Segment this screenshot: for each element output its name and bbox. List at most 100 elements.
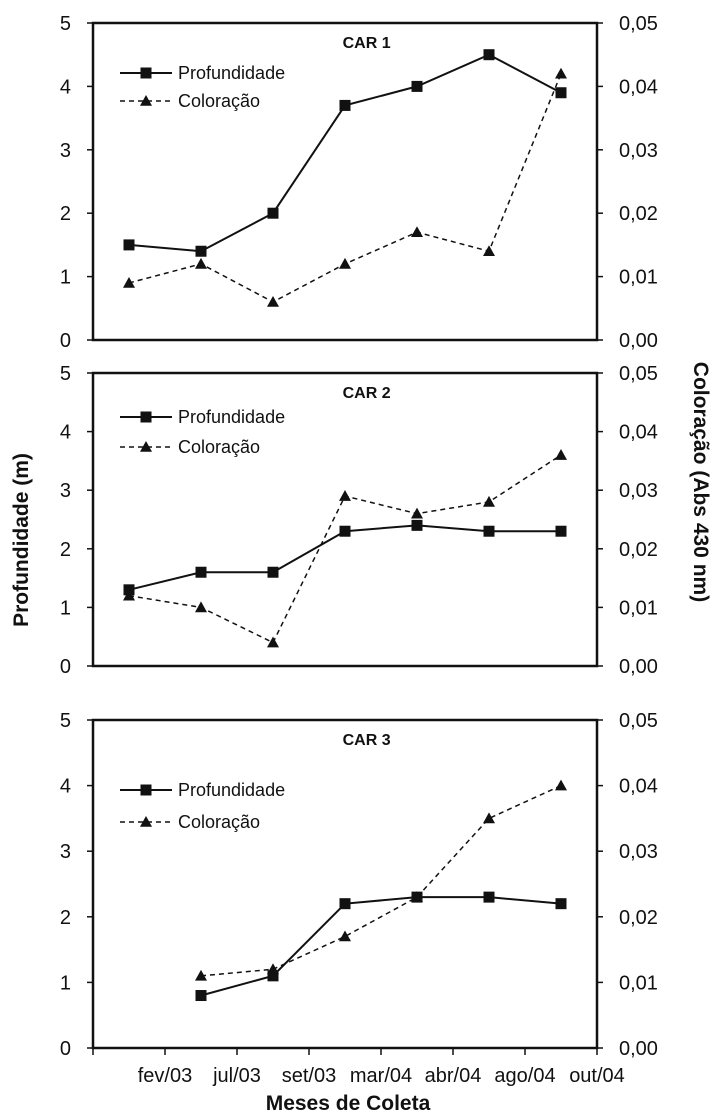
y-left-tick-label: 5 (60, 710, 71, 732)
y-left-tick-label: 1 (60, 972, 71, 994)
x-tick-label: jul/03 (212, 1065, 261, 1087)
x-tick-label: out/04 (569, 1065, 625, 1087)
data-point-coloração (411, 226, 423, 238)
legend-label: Profundidade (178, 780, 285, 800)
x-tick-label: abr/04 (425, 1065, 482, 1087)
y-right-tick-label: 0,00 (619, 1038, 658, 1060)
series-line-profundidade (200, 896, 562, 997)
legend-label: Coloração (178, 437, 260, 457)
y-left-tick-label: 1 (60, 267, 71, 289)
legend-marker (140, 411, 152, 423)
y-left-tick-label: 4 (60, 776, 71, 798)
data-point-coloração (483, 495, 495, 507)
x-tick-label: mar/04 (350, 1065, 412, 1087)
data-point-coloração (195, 257, 207, 269)
data-point-profundidade (123, 239, 135, 251)
y-left-tick-label: 0 (60, 656, 71, 678)
y-right-tick-label: 0,05 (619, 710, 658, 732)
legend-item: Profundidade (120, 407, 285, 427)
series-line-coloração (200, 784, 562, 977)
plot-frame (91, 21, 599, 342)
data-point-profundidade (555, 898, 567, 910)
y-right-tick-label: 0,03 (619, 140, 658, 162)
data-point-coloração (267, 295, 279, 307)
x-tick-label: fev/03 (138, 1065, 192, 1087)
y-right-tick-label: 0,04 (619, 76, 658, 98)
chart-panels: 0 1 2 3 4 5 0,00 0,01 0,02 0,03 0,04 0,05 CAR 1 Profu… (60, 13, 658, 1087)
data-point-coloração (195, 601, 207, 613)
y-right-tick-label: 0,02 (619, 539, 658, 561)
data-point-profundidade (339, 525, 351, 537)
data-point-profundidade (195, 990, 207, 1002)
data-point-coloração (195, 969, 207, 981)
y-right-tick-label: 0,00 (619, 330, 658, 352)
legend-item: Profundidade (120, 63, 285, 83)
chart-title: CAR 2 (343, 385, 391, 402)
y-left-tick-label: 1 (60, 597, 71, 619)
data-point-coloração (555, 67, 567, 79)
data-point-profundidade (267, 207, 279, 219)
y-axis-right-label: Coloração (Abs 430 nm) (689, 362, 712, 602)
data-point-coloração (555, 779, 567, 791)
data-point-profundidade (195, 566, 207, 578)
y-right-tick-label: 0,01 (619, 972, 658, 994)
data-point-coloração (339, 930, 351, 942)
data-point-profundidade (483, 49, 495, 61)
y-left-tick-label: 2 (60, 203, 71, 225)
data-point-profundidade (411, 80, 423, 92)
series-line-coloração (128, 454, 562, 644)
y-right-tick-label: 0,02 (619, 203, 658, 225)
y-right-tick-label: 0,04 (619, 422, 658, 444)
plot-frame (91, 718, 599, 1050)
data-point-coloração (123, 276, 135, 288)
data-point-profundidade (195, 245, 207, 257)
y-right-tick-label: 0,03 (619, 480, 658, 502)
y-left-tick-label: 2 (60, 539, 71, 561)
legend-item: Profundidade (120, 780, 285, 800)
legend-marker (140, 816, 152, 827)
series-line-profundidade (128, 53, 562, 253)
legend-marker (140, 95, 152, 106)
data-point-profundidade (483, 891, 495, 903)
legend-marker (140, 67, 152, 79)
data-point-coloração (339, 257, 351, 269)
legend-label: Coloração (178, 91, 260, 111)
data-point-coloração (267, 636, 279, 648)
y-left-tick-label: 0 (60, 1038, 71, 1060)
data-point-coloração (267, 963, 279, 975)
chart-title: CAR 3 (343, 732, 391, 749)
data-point-coloração (411, 507, 423, 519)
y-right-tick-label: 0,04 (619, 776, 658, 798)
legend-item: Coloração (120, 437, 260, 457)
data-point-coloração (483, 812, 495, 824)
data-point-coloração (339, 490, 351, 501)
chart-panel-3: 0 1 2 3 4 5 0,00 0,01 0,02 0,03 0,04 0,05 fev/03 jul/… (60, 710, 658, 1087)
chart-panel-2: 0 1 2 3 4 5 0,00 0,01 0,02 0,03 0,04 0,05 CAR 2 Profu… (60, 363, 658, 678)
legend-marker (140, 441, 152, 452)
y-right-tick-label: 0,01 (619, 597, 658, 619)
data-point-profundidade (339, 898, 351, 910)
y-right-tick-label: 0,05 (619, 363, 658, 385)
legend-label: Profundidade (178, 63, 285, 83)
data-point-profundidade (339, 99, 351, 111)
y-left-tick-label: 4 (60, 422, 71, 444)
legend-item: Coloração (120, 812, 260, 832)
data-point-profundidade (267, 566, 279, 578)
y-right-tick-label: 0,00 (619, 656, 658, 678)
data-point-coloração (123, 589, 135, 601)
y-left-tick-label: 2 (60, 907, 71, 929)
y-left-tick-label: 0 (60, 330, 71, 352)
y-left-tick-label: 3 (60, 480, 71, 502)
data-point-coloração (411, 891, 423, 902)
y-right-tick-label: 0,01 (619, 267, 658, 289)
plot-frame (91, 371, 599, 668)
x-tick-label: ago/04 (494, 1065, 555, 1087)
y-left-tick-label: 3 (60, 841, 71, 863)
y-left-tick-label: 4 (60, 76, 71, 98)
data-point-profundidade (411, 519, 423, 531)
chart-panel-1: 0 1 2 3 4 5 0,00 0,01 0,02 0,03 0,04 0,05 CAR 1 Profu… (60, 13, 658, 352)
legend-item: Coloração (120, 91, 260, 111)
data-point-coloração (555, 449, 567, 460)
y-right-tick-label: 0,05 (619, 13, 658, 35)
